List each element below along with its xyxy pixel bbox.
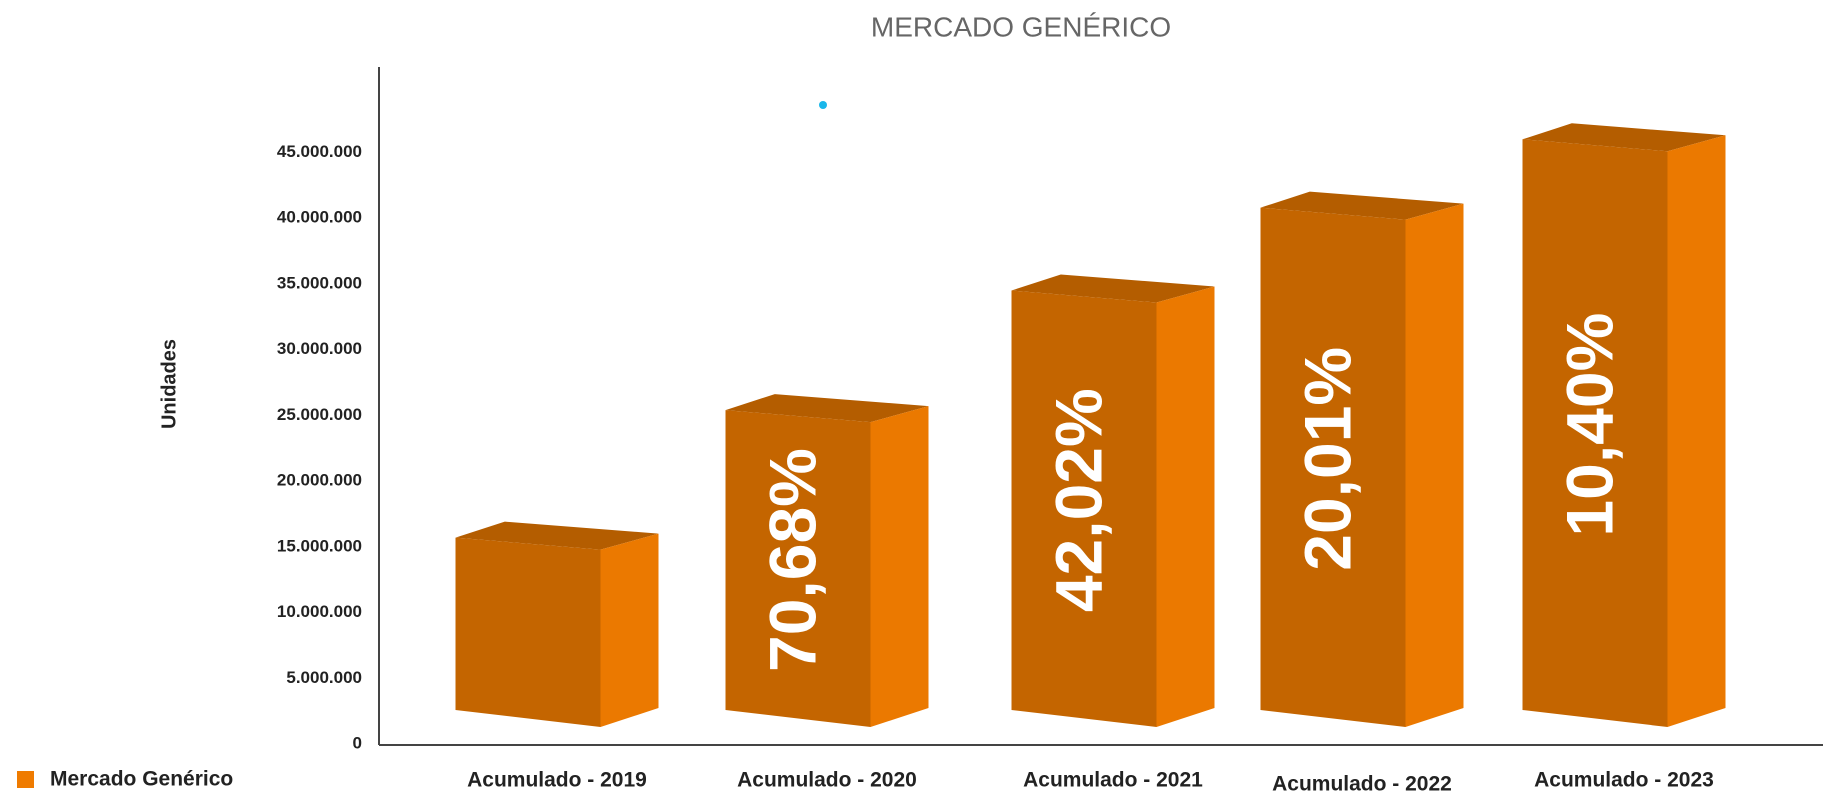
x-tick-label: Acumulado - 2019 (467, 769, 647, 791)
growth-label: 42,02% (1041, 388, 1115, 612)
bar (1011, 290, 1157, 727)
y-tick-label: 0 (353, 733, 362, 752)
bar-side (1405, 203, 1464, 727)
y-tick-label: 5.000.000 (286, 668, 362, 687)
dot (819, 101, 827, 109)
y-tick-label: 25.000.000 (277, 405, 362, 424)
y-tick-label: 35.000.000 (277, 273, 362, 292)
y-tick-label: 20.000.000 (277, 471, 362, 490)
x-tick-label: Acumulado - 2020 (737, 769, 917, 791)
y-tick-label: 15.000.000 (277, 536, 362, 555)
growth-label: 70,68% (755, 448, 829, 672)
bar-side (600, 533, 659, 727)
y-axis-label: Unidades (158, 339, 180, 429)
bar-top (1522, 123, 1726, 152)
bar-top (1260, 191, 1464, 220)
bar-side (1156, 286, 1215, 727)
growth-label: 10,40% (1552, 313, 1626, 537)
bar (1522, 139, 1668, 727)
x-tick-label: Acumulado - 2022 (1272, 773, 1452, 791)
bar (455, 537, 601, 727)
growth-label: 20,01% (1290, 347, 1364, 571)
chart-title: MERCADO GENÉRICO (871, 11, 1171, 42)
y-tick-label: 40.000.000 (277, 208, 362, 227)
bar-top (725, 394, 929, 423)
bar-side (1667, 135, 1726, 727)
bar-top (1011, 274, 1215, 303)
bar-top (455, 521, 659, 550)
x-tick-label: Acumulado - 2021 (1023, 769, 1203, 791)
legend-swatch (17, 771, 34, 788)
legend-label: Mercado Genérico (50, 768, 233, 791)
x-tick-label: Acumulado - 2023 (1534, 769, 1714, 791)
bar (1260, 207, 1406, 727)
y-tick-label: 30.000.000 (277, 339, 362, 358)
bar (725, 410, 871, 727)
y-tick-label: 45.000.000 (277, 142, 362, 161)
y-tick-label: 10.000.000 (277, 602, 362, 621)
bar-side (870, 406, 929, 727)
